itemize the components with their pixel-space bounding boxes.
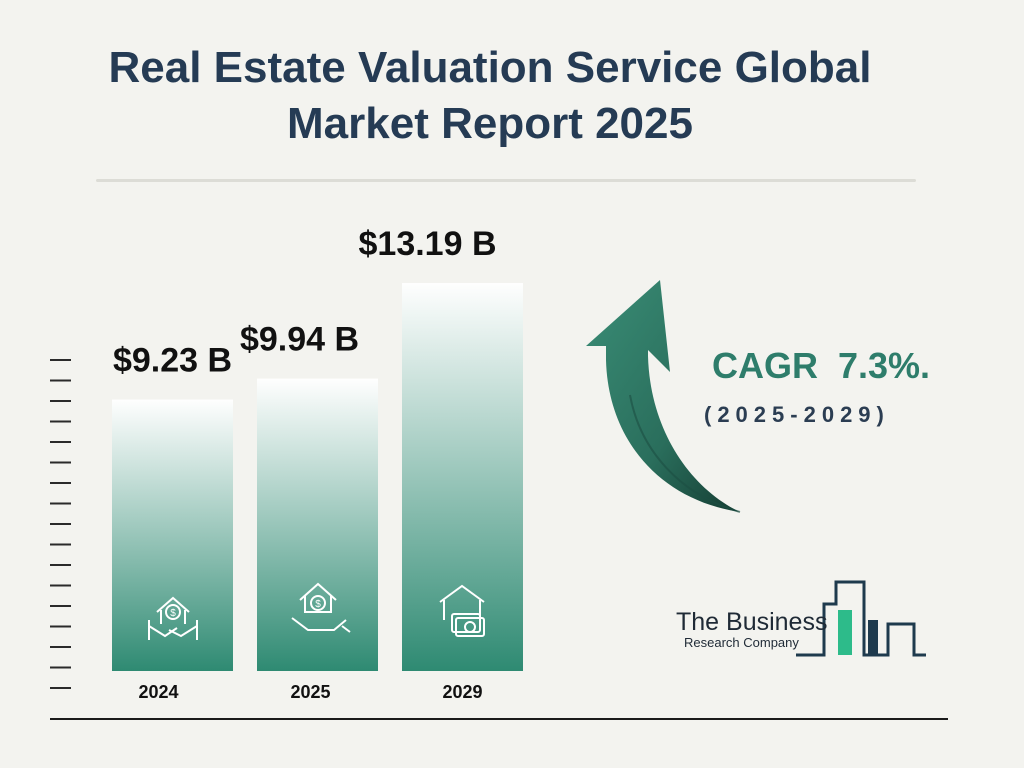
house-dollar-hand-icon: $	[291, 582, 351, 633]
house-dollar-handshake-icon: $	[148, 596, 198, 640]
svg-text:$: $	[315, 599, 321, 610]
logo-bars-icon	[796, 580, 926, 657]
x-tick-label-2024: 2024	[138, 682, 178, 702]
bar-2024	[112, 399, 233, 671]
growth-arrow-icon	[586, 280, 741, 513]
x-tick-label-2029: 2029	[442, 682, 482, 702]
value-label-2029: $13.19 B	[359, 225, 497, 263]
logo-name: The Business	[676, 608, 828, 636]
cagr-period: (2025-2029)	[704, 402, 890, 427]
value-label-2025: $9.94 B	[240, 321, 359, 359]
title-line-1: Real Estate Valuation Service Global	[108, 43, 872, 92]
title-line-2: Market Report 2025	[287, 99, 693, 148]
logo-subtitle: Research Company	[684, 635, 799, 650]
svg-text:$: $	[170, 608, 176, 619]
axis-ticks	[50, 359, 71, 689]
value-label-2024: $9.23 B	[113, 341, 232, 379]
x-tick-label-2025: 2025	[290, 682, 330, 702]
title-divider	[96, 179, 916, 182]
cagr-value: CAGR 7.3%.	[712, 345, 931, 386]
house-cash-icon	[439, 584, 485, 637]
company-logo: The Business Research Company	[676, 578, 936, 660]
page-title: Real Estate Valuation Service Global Mar…	[60, 40, 920, 152]
bar-2025	[257, 378, 378, 671]
bar-2029	[402, 283, 523, 671]
